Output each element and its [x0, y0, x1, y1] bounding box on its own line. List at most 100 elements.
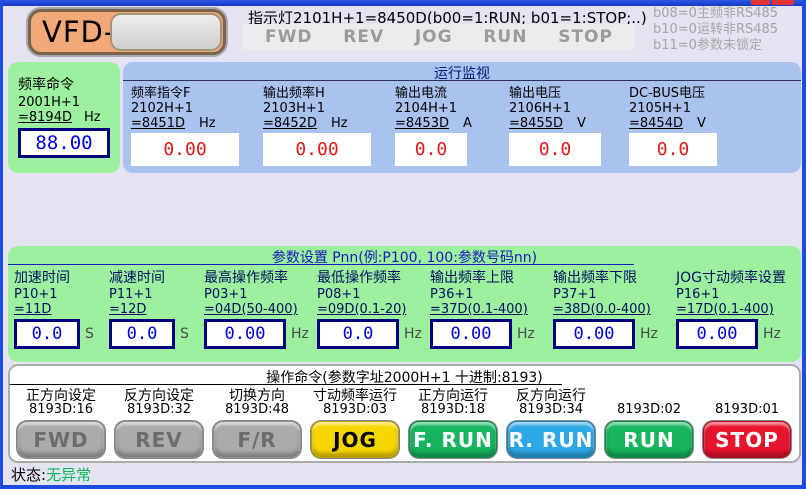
monitor-value-display: 0.0 [629, 133, 717, 166]
param-address: P08+1 [317, 287, 361, 302]
monitor-address: 2103H+1 [263, 101, 326, 116]
param-decimal: =12D [109, 302, 147, 317]
stop-button[interactable]: STOP [703, 421, 791, 458]
command-col-jog-run: 寸动频率运行 8193D:03 JOG [306, 385, 404, 458]
param-label: 加速时间 [14, 270, 70, 286]
command-title: 操作命令(参数字址2000H+1 十进制:8193) [266, 370, 543, 386]
monitor-label: 输出电流 [395, 86, 448, 101]
param-input[interactable]: 0.00 [676, 319, 758, 349]
fr-toggle-button[interactable]: F/R [213, 421, 301, 458]
param-unit: Hz [763, 326, 781, 342]
freq-command-address: 2001H+1 [18, 95, 81, 110]
param-input[interactable]: 0.0 [317, 319, 399, 349]
monitor-title-underline [123, 80, 801, 81]
param-input[interactable]: 0.0 [14, 319, 80, 349]
lamp-rev: REV [343, 27, 385, 47]
monitor-address: 2105H+1 [629, 101, 692, 116]
param-decimal: =37D(0.1-400) [430, 302, 528, 317]
command-col-fwd-set: 正方向设定 8193D:16 FWD [12, 385, 110, 458]
command-code: 8193D:18 [420, 402, 486, 417]
param-label: 减速时间 [109, 270, 165, 286]
param-label: 最高操作频率 [204, 270, 288, 286]
freq-command-panel: 频率命令 2001H+1 =8194D Hz 88.00 [8, 62, 120, 173]
monitor-item-dcbus-voltage: DC-BUS电压 2105H+1 =8454D V 0.0 [629, 82, 747, 166]
command-title-underline [10, 384, 563, 385]
monitor-header: 运行监视 [123, 62, 801, 82]
param-item-min-op-freq: 最低操作频率 P08+1 =09D(0.1-20) 0.0 Hz [317, 267, 424, 349]
vfd-m-logo: VFD-M [28, 9, 226, 55]
monitor-decimal: =8455D V [509, 116, 586, 131]
fwd-button[interactable]: FWD [17, 421, 105, 458]
command-code: 8193D:02 [616, 402, 682, 417]
param-input[interactable]: 0.0 [109, 319, 175, 349]
command-label: 正方向运行 [418, 388, 488, 404]
param-address: P03+1 [204, 287, 248, 302]
param-item-max-op-freq: 最高操作频率 P03+1 =04D(50-400) 0.00 Hz [204, 267, 311, 349]
monitor-value-display: 0.0 [509, 133, 601, 166]
operation-command-panel: 操作命令(参数字址2000H+1 十进制:8193) 正方向设定 8193D:1… [8, 364, 801, 463]
command-code: 8193D:01 [714, 402, 780, 417]
command-col-fwd-run: 正方向运行 8193D:18 F. RUN [404, 385, 502, 458]
param-unit: Hz [404, 326, 422, 342]
freq-command-label: 频率命令 [18, 77, 74, 93]
reverse-run-button[interactable]: R. RUN [507, 421, 595, 458]
monitor-decimal: =8451D Hz [131, 116, 216, 131]
indicator-lamp-bar: FWD REV JOG RUN STOP [243, 24, 635, 50]
jog-button[interactable]: JOG [311, 421, 399, 458]
monitor-address: 2102H+1 [131, 101, 194, 116]
command-code: 8193D:32 [126, 402, 192, 417]
param-unit: S [85, 326, 94, 342]
comm-flag-b11: b11=0参数未锁定 [653, 38, 762, 53]
param-decimal: =38D(0.0-400) [553, 302, 651, 317]
param-input[interactable]: 0.00 [430, 319, 512, 349]
param-item-jog-freq: JOG寸动频率设置 P16+1 =17D(0.1-400) 0.00 Hz [676, 267, 802, 349]
rev-button[interactable]: REV [115, 421, 203, 458]
command-label: 正方向设定 [26, 388, 96, 404]
param-address: P10+1 [14, 287, 58, 302]
command-code: 8193D:48 [224, 402, 290, 417]
comm-flags: b08=0主频非RS485 b10=0运转非RS485 b11=0参数未锁定 [653, 6, 802, 54]
param-title-underline [8, 264, 635, 265]
command-label [698, 385, 796, 402]
param-label: JOG寸动频率设置 [676, 270, 786, 286]
command-label: 寸动频率运行 [313, 388, 397, 404]
param-input[interactable]: 0.00 [204, 319, 286, 349]
command-col-run: 8193D:02 RUN [600, 385, 698, 458]
command-col-rev-run: 反方向运行 8193D:34 R. RUN [502, 385, 600, 458]
param-item-out-freq-lower: 输出频率下限 P37+1 =38D(0.0-400) 0.00 Hz [553, 267, 670, 349]
window-titlebar [3, 0, 802, 6]
command-code: 8193D:16 [28, 402, 94, 417]
monitor-decimal: =8453D A [395, 116, 472, 131]
logo-blank-display [110, 13, 222, 51]
status-label: 状态: [11, 466, 47, 484]
param-decimal: =04D(50-400) [204, 302, 298, 317]
status-value: 无异常 [46, 466, 92, 484]
param-settings-panel: 参数设置 Pnn(例:P100, 100:参数号码nn) 加速时间 P10+1 … [8, 246, 801, 362]
monitor-item-out-current: 输出电流 2104H+1 =8453D A 0.0 [395, 82, 505, 166]
forward-run-button[interactable]: F. RUN [409, 421, 497, 458]
param-unit: S [180, 326, 189, 342]
status-bar: 状态:无异常 [11, 464, 91, 485]
close-icon[interactable] [772, 0, 794, 5]
comm-flag-b10: b10=0运转非RS485 [653, 22, 779, 37]
run-button[interactable]: RUN [605, 421, 693, 458]
indicator-title: 指示灯2101H+1=8450D(b00=1:RUN; b01=1:STOP;.… [248, 9, 647, 27]
command-label [600, 385, 698, 402]
param-decimal: =17D(0.1-400) [676, 302, 774, 317]
param-input[interactable]: 0.00 [553, 319, 635, 349]
command-label: 切换方向 [229, 388, 285, 404]
monitor-value-display: 0.00 [263, 133, 371, 166]
param-decimal: =09D(0.1-20) [317, 302, 407, 317]
monitor-item-out-freq: 输出频率H 2103H+1 =8452D Hz 0.00 [263, 82, 391, 166]
param-item-out-freq-upper: 输出频率上限 P36+1 =37D(0.1-400) 0.00 Hz [430, 267, 547, 349]
command-code: 8193D:03 [322, 402, 388, 417]
close-icon[interactable] [751, 0, 770, 5]
command-col-switch-dir: 切换方向 8193D:48 F/R [208, 385, 306, 458]
param-title: 参数设置 Pnn(例:P100, 100:参数号码nn) [271, 250, 538, 266]
freq-command-decimal: =8194D Hz [18, 110, 101, 125]
command-header: 操作命令(参数字址2000H+1 十进制:8193) [10, 366, 799, 386]
monitor-item-freq-cmd: 频率指令F 2102H+1 =8451D Hz 0.00 [131, 82, 259, 166]
command-label: 反方向运行 [516, 388, 586, 404]
freq-command-input[interactable]: 88.00 [18, 128, 110, 158]
